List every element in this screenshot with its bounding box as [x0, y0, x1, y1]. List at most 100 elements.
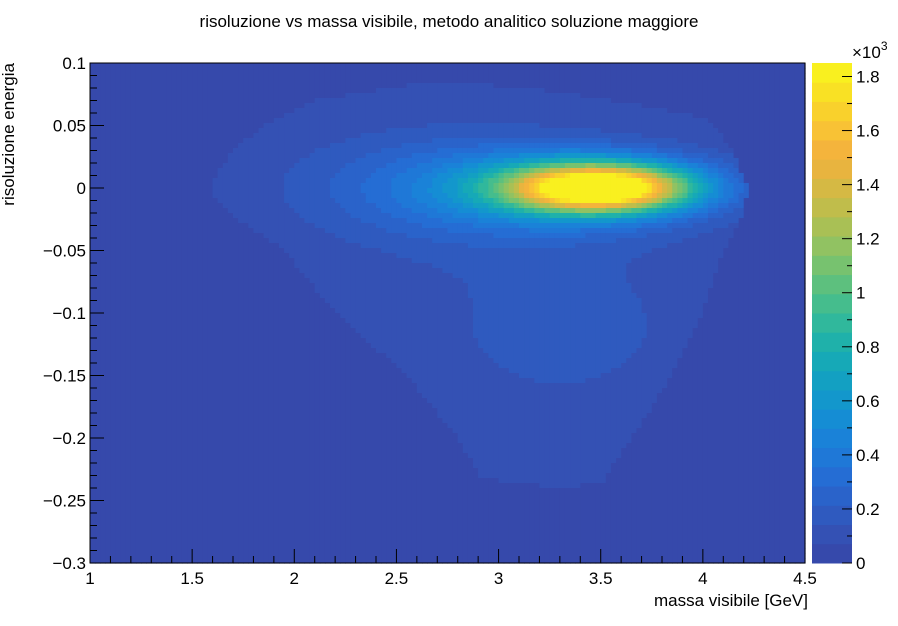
heatmap-cell	[753, 148, 760, 154]
heatmap-cell	[125, 88, 132, 94]
heatmap-cell	[564, 158, 571, 164]
heatmap-cell	[340, 153, 346, 159]
heatmap-cell	[549, 88, 556, 94]
heatmap-cell	[610, 98, 617, 104]
heatmap-cell	[662, 143, 668, 149]
heatmap-cell	[386, 103, 392, 109]
heatmap-cell	[748, 113, 755, 119]
heatmap-cell	[575, 148, 581, 154]
heatmap-cell	[447, 138, 454, 144]
heatmap-cell	[309, 168, 316, 174]
heatmap-cell	[544, 113, 551, 119]
heatmap-cell	[401, 123, 408, 129]
heatmap-cell	[176, 213, 183, 219]
heatmap-cell	[488, 73, 495, 79]
heatmap-cell	[692, 143, 699, 149]
heatmap-cell	[171, 148, 178, 154]
heatmap-cell	[238, 203, 244, 209]
heatmap-cell	[636, 118, 643, 124]
heatmap-cell	[753, 158, 760, 164]
heatmap-cell	[789, 123, 796, 129]
heatmap-cell	[248, 123, 255, 129]
heatmap-cell	[411, 163, 418, 169]
heatmap-cell	[248, 213, 255, 219]
heatmap-cell	[227, 223, 234, 229]
heatmap-cell	[662, 93, 668, 99]
heatmap-cell	[764, 63, 770, 69]
heatmap-cell	[289, 78, 295, 84]
heatmap-cell	[151, 73, 157, 79]
heatmap-cell	[141, 123, 147, 129]
heatmap-cell	[340, 183, 346, 189]
heatmap-cell	[427, 178, 433, 184]
heatmap-cell	[646, 63, 653, 69]
heatmap-cell	[692, 188, 699, 194]
heatmap-cell	[651, 88, 658, 94]
heatmap-cell	[539, 93, 546, 99]
heatmap-cell	[278, 153, 285, 159]
heatmap-cell	[253, 148, 260, 154]
heatmap-cell	[345, 188, 352, 194]
heatmap-cell	[651, 168, 658, 174]
heatmap-cell	[238, 73, 244, 79]
heatmap-cell	[590, 198, 597, 204]
heatmap-cell	[161, 188, 168, 194]
heatmap-cell	[355, 188, 362, 194]
heatmap-cell	[508, 193, 515, 199]
heatmap-cell	[759, 203, 765, 209]
heatmap-cell	[396, 143, 403, 149]
heatmap-cell	[723, 228, 729, 234]
heatmap-cell	[595, 68, 602, 74]
heatmap-cell	[794, 143, 801, 149]
heatmap-cell	[141, 188, 147, 194]
heatmap-cell	[631, 138, 638, 144]
heatmap-cell	[534, 178, 541, 184]
heatmap-cell	[677, 103, 684, 109]
heatmap-cell	[759, 193, 765, 199]
heatmap-cell	[549, 223, 556, 229]
heatmap-cell	[335, 108, 341, 114]
heatmap-cell	[95, 128, 101, 134]
heatmap-cell	[738, 203, 745, 209]
heatmap-cell	[202, 73, 209, 79]
heatmap-cell	[345, 173, 352, 179]
heatmap-cell	[442, 238, 449, 244]
heatmap-cell	[508, 148, 515, 154]
heatmap-cell	[176, 118, 183, 124]
heatmap-cell	[365, 73, 372, 79]
heatmap-cell	[473, 108, 479, 114]
heatmap-cell	[427, 103, 433, 109]
heatmap-cell	[187, 68, 193, 74]
heatmap-cell	[687, 233, 694, 239]
heatmap-cell	[759, 198, 765, 204]
heatmap-cell	[743, 148, 750, 154]
heatmap-cell	[498, 198, 505, 204]
heatmap-cell	[769, 103, 775, 109]
heatmap-cell	[401, 83, 408, 89]
heatmap-cell	[386, 163, 392, 169]
heatmap-cell	[151, 113, 157, 119]
heatmap-cell	[733, 198, 740, 204]
heatmap-cell	[769, 158, 775, 164]
heatmap-cell	[687, 183, 694, 189]
heatmap-cell	[508, 218, 515, 224]
heatmap-cell	[263, 93, 270, 99]
heatmap-cell	[702, 83, 709, 89]
heatmap-cell	[570, 83, 576, 89]
heatmap-cell	[575, 108, 581, 114]
heatmap-cell	[120, 148, 127, 154]
heatmap-cell	[636, 133, 643, 139]
heatmap-cell	[258, 188, 265, 194]
heatmap-cell	[554, 203, 561, 209]
heatmap-cell	[437, 153, 443, 159]
heatmap-cell	[651, 188, 658, 194]
heatmap-cell	[529, 203, 535, 209]
heatmap-cell	[212, 223, 219, 229]
heatmap-cell	[524, 163, 530, 169]
heatmap-cell	[340, 133, 346, 139]
heatmap-cell	[794, 193, 801, 199]
heatmap-cell	[769, 93, 775, 99]
heatmap-cell	[697, 123, 704, 129]
heatmap-cell	[570, 203, 576, 209]
heatmap-cell	[687, 98, 694, 104]
